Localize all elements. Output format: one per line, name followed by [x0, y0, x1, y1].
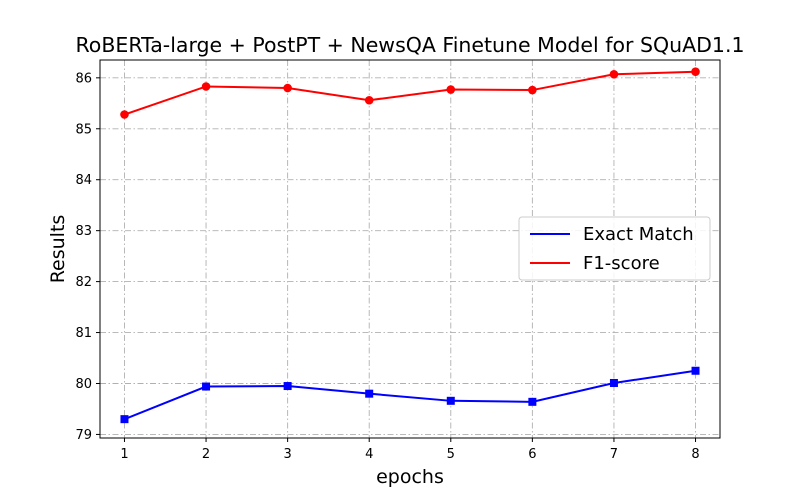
legend-label-f1-score: F1-score [583, 253, 660, 274]
y-tick-label: 83 [75, 224, 92, 239]
data-point-exact-match [202, 382, 211, 391]
x-tick-label: 2 [202, 447, 210, 462]
series-markers [120, 67, 700, 424]
data-point-f1-score [528, 85, 537, 95]
plot-frame [99, 59, 721, 439]
data-point-f1-score [283, 83, 292, 93]
data-point-exact-match [283, 382, 292, 391]
legend-box [518, 216, 711, 281]
data-point-f1-score [120, 110, 129, 119]
data-point-exact-match [446, 396, 455, 405]
x-tick-label: 8 [691, 447, 699, 462]
y-tick-label: 84 [75, 173, 92, 188]
legend-label-exact-match: Exact Match [583, 224, 694, 245]
data-point-exact-match [528, 397, 537, 406]
y-tick-label: 79 [75, 428, 92, 443]
x-tick-label: 5 [447, 447, 455, 462]
series-lines [124, 70, 696, 421]
y-axis-ticks: 79 80 81 82 83 84 85 86 [75, 71, 100, 443]
y-tick-label: 81 [75, 326, 92, 341]
x-tick-label: 1 [120, 447, 128, 462]
x-tick-label: 6 [528, 447, 536, 462]
series-line-f1-score [124, 70, 696, 116]
x-axis-label: epochs [376, 466, 444, 488]
data-point-exact-match [120, 415, 129, 424]
x-tick-label: 4 [365, 447, 373, 462]
y-tick-label: 85 [75, 122, 92, 137]
y-tick-label: 86 [75, 71, 92, 86]
x-axis-ticks: 1 2 3 4 5 6 7 8 [120, 438, 700, 462]
data-point-exact-match [609, 378, 618, 387]
data-point-f1-score [364, 95, 374, 105]
data-point-f1-score [201, 82, 211, 91]
data-point-exact-match [691, 366, 700, 375]
data-point-f1-score [691, 67, 700, 77]
y-tick-label: 80 [75, 377, 92, 392]
y-tick-label: 82 [75, 275, 92, 290]
x-tick-label: 3 [283, 447, 291, 462]
data-point-f1-score [446, 85, 456, 94]
x-tick-label: 7 [610, 447, 618, 462]
data-point-exact-match [365, 389, 374, 398]
legend: Exact Match F1-score [518, 216, 711, 281]
y-axis-label: Results [47, 215, 69, 284]
series-line-exact-match [124, 369, 696, 421]
data-point-f1-score [609, 69, 619, 79]
chart-title: RoBERTa-large + PostPT + NewsQA Finetune… [75, 33, 744, 57]
